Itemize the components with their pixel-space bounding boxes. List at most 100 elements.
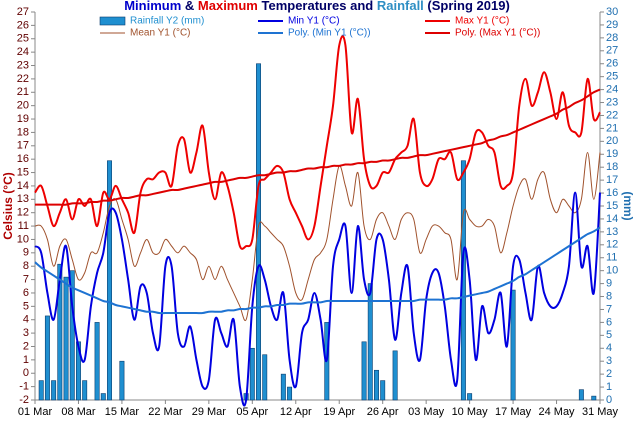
- rain-bar: [38, 380, 44, 401]
- y-tick-label: 25: [17, 33, 29, 45]
- y2-tick-label: 14: [606, 213, 618, 225]
- y-tick-label: 5: [23, 300, 29, 312]
- y2-tick-label: 21: [606, 122, 618, 134]
- x-tick-label: 03 May: [408, 406, 445, 418]
- rain-bar: [287, 386, 293, 401]
- y-tick-label: 1: [23, 354, 29, 366]
- rain-bar: [510, 289, 516, 401]
- y-tick-label: 13: [17, 193, 29, 205]
- x-tick-label: 15 Mar: [105, 406, 140, 418]
- rain-bar: [249, 347, 255, 401]
- y-tick-label: 4: [23, 314, 29, 326]
- title-part: Maximum: [198, 0, 258, 13]
- title-part: Rainfall: [377, 0, 424, 13]
- y-tick-label: 24: [17, 46, 29, 58]
- rain-bar: [94, 322, 100, 401]
- y-tick-label: 14: [17, 180, 29, 192]
- rain-bar: [256, 63, 261, 401]
- rain-bar: [578, 389, 584, 401]
- y2-tick-label: 5: [606, 329, 612, 341]
- y2-tick-label: 29: [606, 19, 618, 31]
- rain-bar: [262, 354, 268, 401]
- y-tick-label: 12: [17, 207, 29, 219]
- rain-bar: [374, 369, 379, 401]
- y2-tick-label: 17: [606, 174, 618, 186]
- x-tick-label: 05 Apr: [236, 406, 268, 418]
- series-line: [35, 88, 601, 206]
- y-axis-label: Celsius (°C): [1, 172, 15, 239]
- y2-tick-label: 2: [606, 368, 612, 380]
- rain-bar: [361, 341, 367, 401]
- y-tick-label: 21: [17, 86, 29, 98]
- y2-tick-label: 18: [606, 161, 618, 173]
- y-tick-label: 17: [17, 140, 29, 152]
- y-tick-label: 20: [17, 100, 29, 112]
- y2-axis-label: (mm): [621, 191, 635, 220]
- series-line: [34, 191, 601, 407]
- x-tick-label: 26 Apr: [367, 406, 399, 418]
- x-tick-label: 01 Mar: [18, 406, 53, 418]
- rain-bar: [119, 360, 125, 401]
- rain-bar: [100, 393, 106, 401]
- rain-bar: [107, 160, 112, 401]
- legend-label: Poly. (Min Y1 (°C)): [288, 28, 371, 39]
- y2-tick-label: 24: [606, 84, 618, 96]
- y2-tick-label: 9: [606, 278, 612, 290]
- x-tick-label: 17 May: [495, 406, 532, 418]
- y-tick-label: 8: [23, 260, 29, 272]
- rain-bar: [51, 380, 57, 401]
- y2-tick-label: 26: [606, 58, 618, 70]
- y-tick-label: 6: [23, 287, 29, 299]
- rain-bar: [57, 263, 63, 401]
- y2-tick-label: 23: [606, 96, 618, 108]
- y-tick-label: 26: [17, 19, 29, 31]
- y-tick-label: 19: [17, 113, 29, 125]
- y-tick-label: 11: [18, 220, 29, 232]
- rain-bar: [380, 380, 386, 401]
- y2-tick-label: 15: [606, 200, 618, 212]
- y-tick-label: 22: [17, 73, 29, 85]
- title-part: Minimum: [124, 0, 181, 13]
- legend-label: Mean Y1 (°C): [130, 28, 191, 39]
- rain-bar: [82, 380, 88, 401]
- y2-tick-label: 1: [606, 381, 612, 393]
- x-tick-label: 29 Mar: [192, 406, 227, 418]
- y-tick-label: 10: [17, 233, 29, 245]
- y-tick-label: 15: [17, 166, 29, 178]
- y2-tick-label: 19: [606, 148, 618, 160]
- y-tick-label: 16: [17, 153, 29, 165]
- x-tick-label: 22 Mar: [148, 406, 183, 418]
- y2-tick-label: 16: [606, 187, 618, 199]
- series-line: [34, 226, 601, 315]
- y-tick-label: 27: [17, 6, 29, 18]
- y2-tick-label: 13: [606, 226, 618, 238]
- x-tick-label: 12 Apr: [280, 406, 312, 418]
- y2-tick-label: 30: [606, 6, 618, 18]
- y2-tick-label: 12: [606, 239, 618, 251]
- legend-label: Poly. (Max Y1 (°C)): [455, 28, 540, 39]
- rain-bar: [63, 276, 69, 401]
- y2-tick-label: 7: [606, 303, 612, 315]
- rain-bar: [280, 373, 286, 401]
- y2-tick-label: 10: [606, 265, 618, 277]
- y2-tick-label: 6: [606, 316, 612, 328]
- y-tick-label: 0: [23, 367, 29, 379]
- title-part: (Spring 2019): [424, 0, 510, 13]
- x-tick-label: 31 May: [582, 406, 619, 418]
- y-tick-label: 18: [17, 126, 29, 138]
- y2-tick-label: 28: [606, 32, 618, 44]
- y-tick-label: 9: [23, 247, 29, 259]
- y2-tick-label: 20: [606, 135, 618, 147]
- y-tick-label: 7: [23, 273, 29, 285]
- y2-tick-label: 22: [606, 109, 618, 121]
- y-tick-label: -2: [19, 394, 29, 406]
- series-line: [34, 35, 601, 250]
- y-tick-label: 3: [23, 327, 29, 339]
- title-part: &: [181, 0, 198, 13]
- y-tick-label: -1: [19, 381, 29, 393]
- y2-tick-label: 3: [606, 355, 612, 367]
- rain-bar: [591, 395, 597, 401]
- legend-label: Rainfall Y2 (mm): [130, 16, 204, 27]
- y-tick-label: 23: [17, 59, 29, 71]
